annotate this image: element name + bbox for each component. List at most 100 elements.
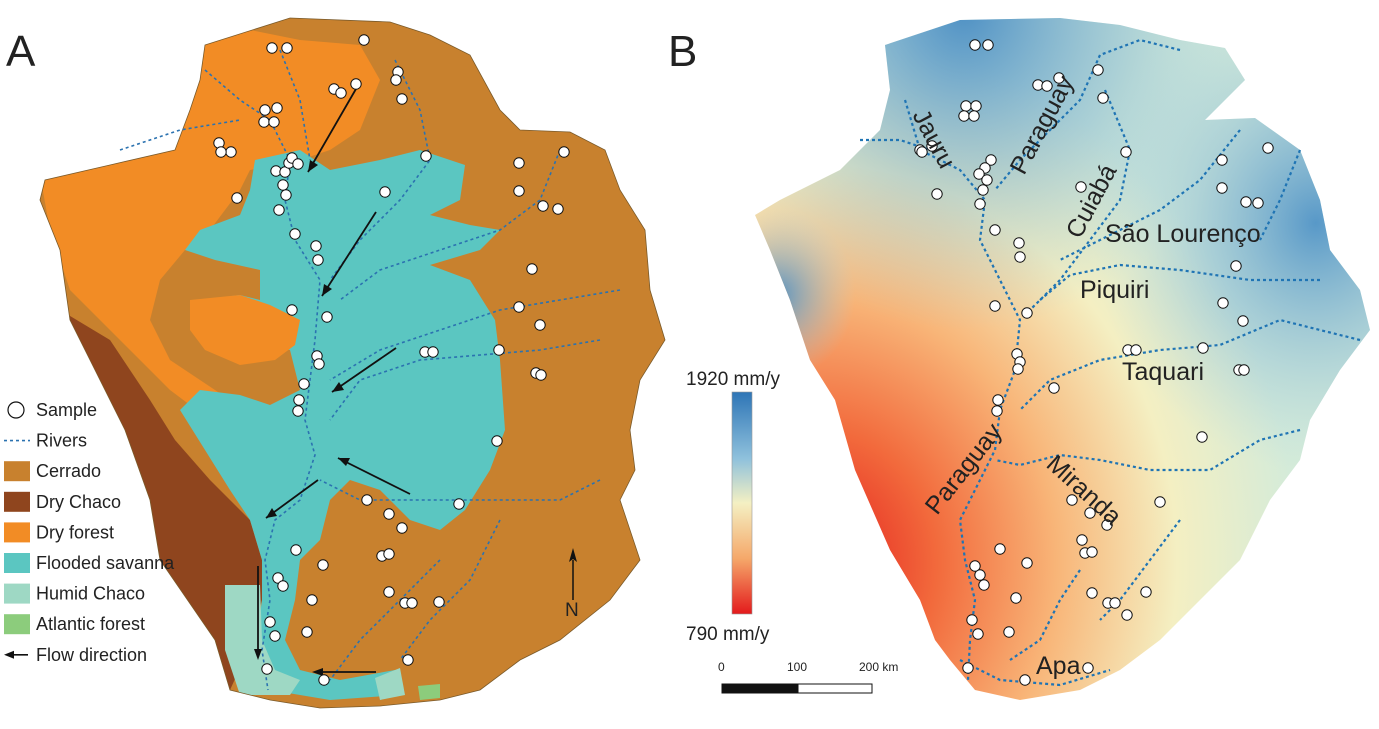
river-line xyxy=(1099,38,1181,57)
panel-a-letter: A xyxy=(6,27,36,76)
flow-arrowhead xyxy=(308,160,318,172)
sample-point xyxy=(978,579,990,591)
river-line xyxy=(329,289,621,381)
river-label-apa: Apa xyxy=(1036,652,1081,680)
sample-point xyxy=(277,580,289,592)
sample-point xyxy=(350,78,362,90)
legend-swatch xyxy=(4,461,30,482)
legend-swatch xyxy=(4,553,30,573)
sample-point xyxy=(977,184,989,196)
river-line xyxy=(329,339,601,421)
sample-point xyxy=(383,586,395,598)
sample-point xyxy=(535,369,547,381)
sample-point xyxy=(317,559,329,571)
sample-point xyxy=(1013,237,1025,249)
sample-point xyxy=(379,186,391,198)
legend-swatch xyxy=(4,522,30,543)
sample-point xyxy=(1216,182,1228,194)
sample-point xyxy=(1121,609,1133,621)
legend-sample-symbol xyxy=(7,401,25,419)
rivers-a xyxy=(119,49,621,691)
scalebar-tick-0: 0 xyxy=(718,660,725,674)
sample-point xyxy=(962,662,974,674)
river-line xyxy=(1039,263,1320,301)
sample-point xyxy=(1066,494,1078,506)
north-label: N xyxy=(565,600,579,621)
sample-point xyxy=(358,34,370,46)
sample-point xyxy=(1238,364,1250,376)
sample-point xyxy=(1021,307,1033,319)
sample-point xyxy=(313,358,325,370)
sample-point xyxy=(1019,674,1031,686)
sample-point xyxy=(1010,592,1022,604)
panel-b-letter: B xyxy=(668,27,697,76)
sample-point xyxy=(312,254,324,266)
sample-point xyxy=(1012,363,1024,375)
sample-point xyxy=(969,39,981,51)
sample-point xyxy=(290,544,302,556)
sample-point xyxy=(1003,626,1015,638)
sample-point xyxy=(231,192,243,204)
legend-item-flow: Flow direction xyxy=(4,645,147,665)
river-line xyxy=(1059,129,1241,261)
sample-point xyxy=(1216,154,1228,166)
flow-arrowhead xyxy=(254,649,262,660)
sample-point xyxy=(558,146,570,158)
colorbar-gradient xyxy=(731,391,753,615)
sample-point xyxy=(261,663,273,675)
sample-point xyxy=(1086,546,1098,558)
sample-point xyxy=(318,674,330,686)
river-line xyxy=(994,428,1301,472)
flow-arrow xyxy=(337,457,411,495)
sample-point xyxy=(992,394,1004,406)
sample-point xyxy=(427,346,439,358)
sample-point xyxy=(985,154,997,166)
dry-forest-patch xyxy=(190,295,300,365)
sample-point xyxy=(537,200,549,212)
sample-point xyxy=(301,626,313,638)
sample-point xyxy=(396,522,408,534)
samples-b xyxy=(914,39,1274,686)
river-line xyxy=(1099,519,1181,621)
sample-point xyxy=(1014,251,1026,263)
sample-point xyxy=(396,93,408,105)
sample-point xyxy=(552,203,564,215)
sample-point xyxy=(1101,519,1113,531)
legend: Sample Rivers Cerrado Dry Chaco Dry forest Fl… xyxy=(4,400,175,665)
legend-label: Flooded savanna xyxy=(36,553,175,573)
sample-point xyxy=(973,168,985,180)
sample-point xyxy=(493,344,505,356)
sample-point xyxy=(272,572,284,584)
sample-point xyxy=(968,110,980,122)
sample-point xyxy=(1086,587,1098,599)
legend-item-sample: Sample xyxy=(7,400,97,420)
sample-point xyxy=(271,102,283,114)
sample-point xyxy=(974,198,986,210)
flooded-savanna-area xyxy=(180,150,505,700)
sample-point xyxy=(966,614,978,626)
sample-point xyxy=(1230,260,1242,272)
sample-point xyxy=(916,146,928,158)
sample-point xyxy=(259,104,271,116)
sample-point xyxy=(420,150,432,162)
sample-point xyxy=(453,498,465,510)
sample-point xyxy=(273,204,285,216)
sample-point xyxy=(1130,344,1142,356)
sample-point xyxy=(926,140,938,152)
samples-a xyxy=(213,34,570,686)
river-line xyxy=(903,99,1022,681)
colorbar-min-label: 790 mm/y xyxy=(686,624,770,645)
sample-point xyxy=(298,378,310,390)
sample-point xyxy=(1217,297,1229,309)
river-label-piquiri: Piquiri xyxy=(1080,276,1149,304)
sample-point xyxy=(989,224,1001,236)
dry-forest-area xyxy=(40,30,380,450)
north-arrow: N xyxy=(565,548,579,621)
legend-label: Humid Chaco xyxy=(36,584,145,604)
sample-point xyxy=(1237,315,1249,327)
sample-point xyxy=(970,100,982,112)
flow-arrowhead xyxy=(338,458,350,466)
legend-label: Dry Chaco xyxy=(36,492,121,512)
sample-point xyxy=(994,543,1006,555)
sample-point xyxy=(1109,597,1121,609)
